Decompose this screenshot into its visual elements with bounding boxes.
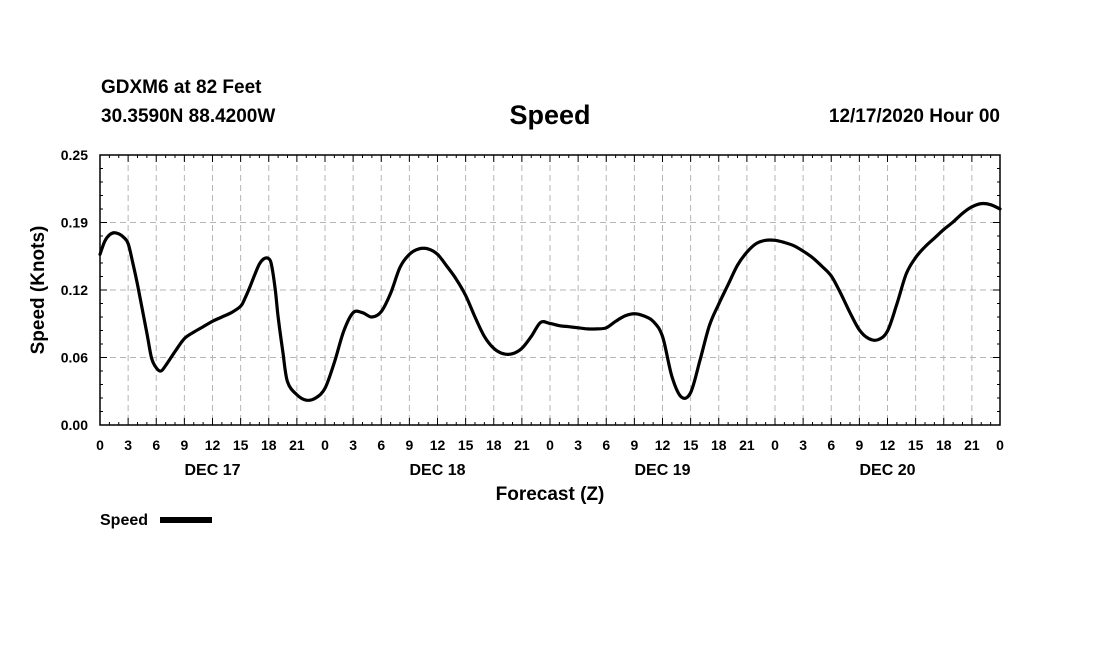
x-tick-label: 3 [799, 437, 807, 453]
x-axis-label: Forecast (Z) [496, 484, 605, 505]
x-tick-label: 9 [855, 437, 863, 453]
x-tick-label: 21 [964, 437, 980, 453]
x-tick-label: 15 [683, 437, 699, 453]
x-tick-label: 0 [321, 437, 329, 453]
x-tick-label: 21 [289, 437, 305, 453]
x-tick-label: 3 [349, 437, 357, 453]
coordinates-label: 30.3590N 88.4200W [101, 106, 276, 127]
x-tick-label: 6 [602, 437, 610, 453]
y-tick-label: 0.12 [61, 282, 88, 298]
y-tick-labels: 0.00 0.06 0.12 0.19 0.25 [61, 147, 88, 433]
grid-lines [100, 155, 1000, 425]
day-labels: DEC 17 DEC 18 DEC 19 DEC 20 [184, 462, 915, 479]
plot-frame [99, 154, 1001, 426]
x-tick-label: 0 [996, 437, 1004, 453]
series-layer [98, 201, 1002, 402]
y-tick-label: 0.19 [61, 215, 88, 231]
x-tick-label: 18 [711, 437, 727, 453]
legend-label: Speed [100, 512, 148, 529]
chart-title: Speed [509, 100, 591, 130]
x-tick-label: 6 [152, 437, 160, 453]
x-tick-label: 9 [630, 437, 638, 453]
x-tick-label: 18 [486, 437, 502, 453]
x-tick-label: 6 [377, 437, 385, 453]
x-tick-label: 21 [739, 437, 755, 453]
x-tick-label: 18 [936, 437, 952, 453]
x-tick-label: 6 [827, 437, 835, 453]
speed-series-line [98, 201, 1002, 402]
x-tick-label: 15 [908, 437, 924, 453]
x-tick-label: 12 [880, 437, 896, 453]
day-label: DEC 20 [859, 462, 915, 479]
x-tick-label: 9 [180, 437, 188, 453]
x-tick-label: 12 [430, 437, 446, 453]
x-tick-label: 21 [514, 437, 530, 453]
datetime-label: 12/17/2020 Hour 00 [828, 106, 1000, 127]
x-tick-label: 15 [458, 437, 474, 453]
x-tick-label: 3 [574, 437, 582, 453]
day-label: DEC 18 [409, 462, 465, 479]
x-tick-label: 12 [655, 437, 671, 453]
x-tick-label: 18 [261, 437, 277, 453]
y-tick-label: 0.06 [61, 350, 88, 366]
y-axis-label: Speed (Knots) [28, 226, 49, 355]
y-tick-label: 0.25 [61, 147, 88, 163]
day-label: DEC 17 [184, 462, 240, 479]
x-tick-label: 3 [124, 437, 132, 453]
x-tick-label: 9 [405, 437, 413, 453]
x-tick-label: 0 [546, 437, 554, 453]
day-label: DEC 19 [634, 462, 690, 479]
x-tick-labels: 0 3 6 9 12 15 18 21 0 3 6 9 12 15 18 21 0 3 6 9 12 15 18 21 0 3 6 9… [96, 437, 1004, 453]
x-tick-label: 12 [205, 437, 221, 453]
legend: Speed [100, 512, 212, 529]
y-tick-label: 0.00 [61, 417, 88, 433]
x-tick-label: 15 [233, 437, 249, 453]
station-label: GDXM6 at 82 Feet [101, 77, 262, 98]
x-tick-label: 0 [771, 437, 779, 453]
x-tick-label: 0 [96, 437, 104, 453]
